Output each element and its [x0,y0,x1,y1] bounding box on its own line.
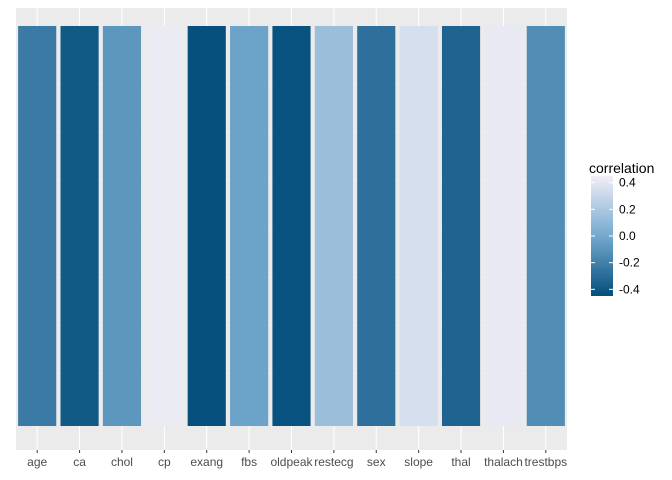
legend-tick-label: 0.2 [619,202,636,216]
bar-thalach [484,26,523,426]
x-tick-label-restecg: restecg [314,455,353,469]
bars [18,26,565,426]
x-tick-label-chol: chol [111,455,133,469]
bar-thal [441,26,481,426]
legend-ticks: 0.4 0.2 0.0 -0.2 -0.4 [591,176,640,296]
legend-tick-label: 0.4 [619,176,636,190]
bar-restecg [314,26,353,426]
bar-cp [145,26,184,426]
bar-slope [399,26,438,426]
x-axis: age ca chol cp exang fbs oldpeak restecg sex slop… [27,450,567,469]
legend-tick-label: -0.2 [619,256,640,270]
x-tick-label-thalach: thalach [484,455,523,469]
x-tick-label-exang: exang [190,455,223,469]
legend-colorbar [591,176,613,296]
x-tick-label-ca: ca [73,455,86,469]
bar-oldpeak [272,26,311,426]
bar-ca [60,26,99,426]
x-tick-label-slope: slope [404,455,433,469]
bar-age [18,26,57,426]
x-tick-label-oldpeak: oldpeak [270,455,313,469]
x-tick-label-thal: thal [451,455,470,469]
bar-chol [102,26,142,426]
x-tick-label-cp: cp [158,455,171,469]
legend-tick-label: -0.4 [619,282,640,296]
bar-trestbps [526,26,565,426]
bar-exang [187,26,226,426]
x-tick-label-fbs: fbs [241,455,257,469]
x-tick-label-sex: sex [367,455,386,469]
bar-fbs [230,26,269,426]
legend-title: correlation [589,160,654,176]
x-tick-label-age: age [27,455,47,469]
x-tick-label-trestbps: trestbps [524,455,567,469]
bar-sex [357,26,396,426]
legend-tick-label: 0.0 [619,229,636,243]
legend: correlation 0.4 0.2 0.0 -0.2 -0.4 [589,160,654,296]
